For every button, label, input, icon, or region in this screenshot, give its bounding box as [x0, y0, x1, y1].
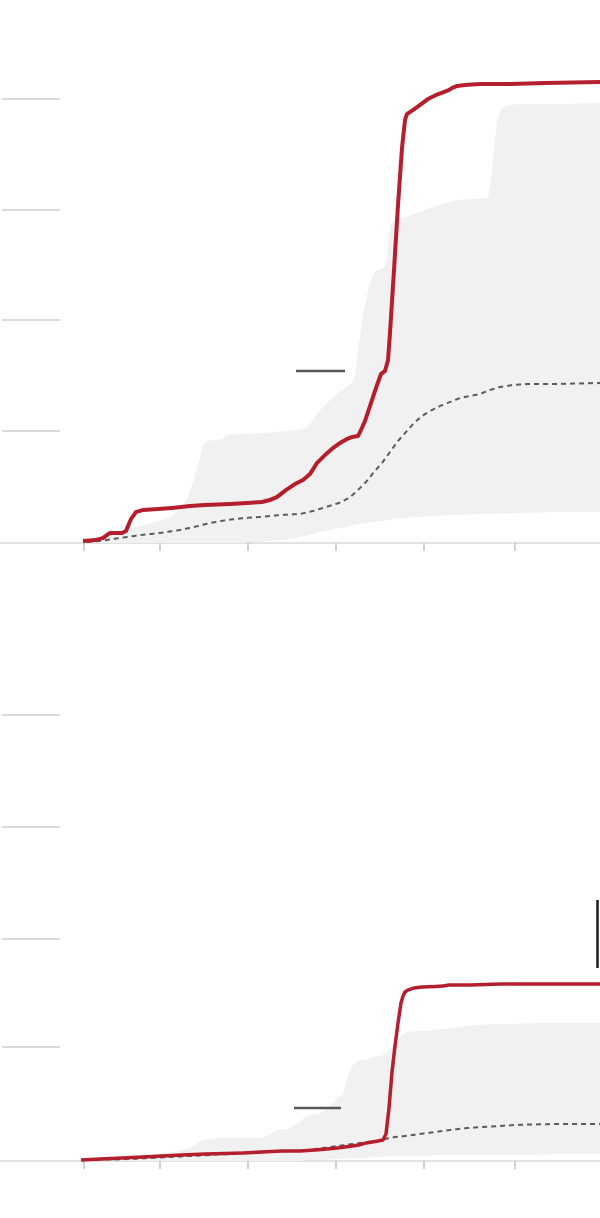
estimate-dashed-line — [87, 1123, 600, 1161]
reported-line — [82, 80, 600, 543]
estimate-range-band — [90, 103, 600, 543]
top-chart — [0, 80, 600, 551]
reported-line — [80, 982, 600, 1162]
estimate-range-band — [118, 1023, 600, 1161]
estimate-dashed-line — [86, 382, 600, 543]
bottom-chart — [0, 714, 600, 1169]
